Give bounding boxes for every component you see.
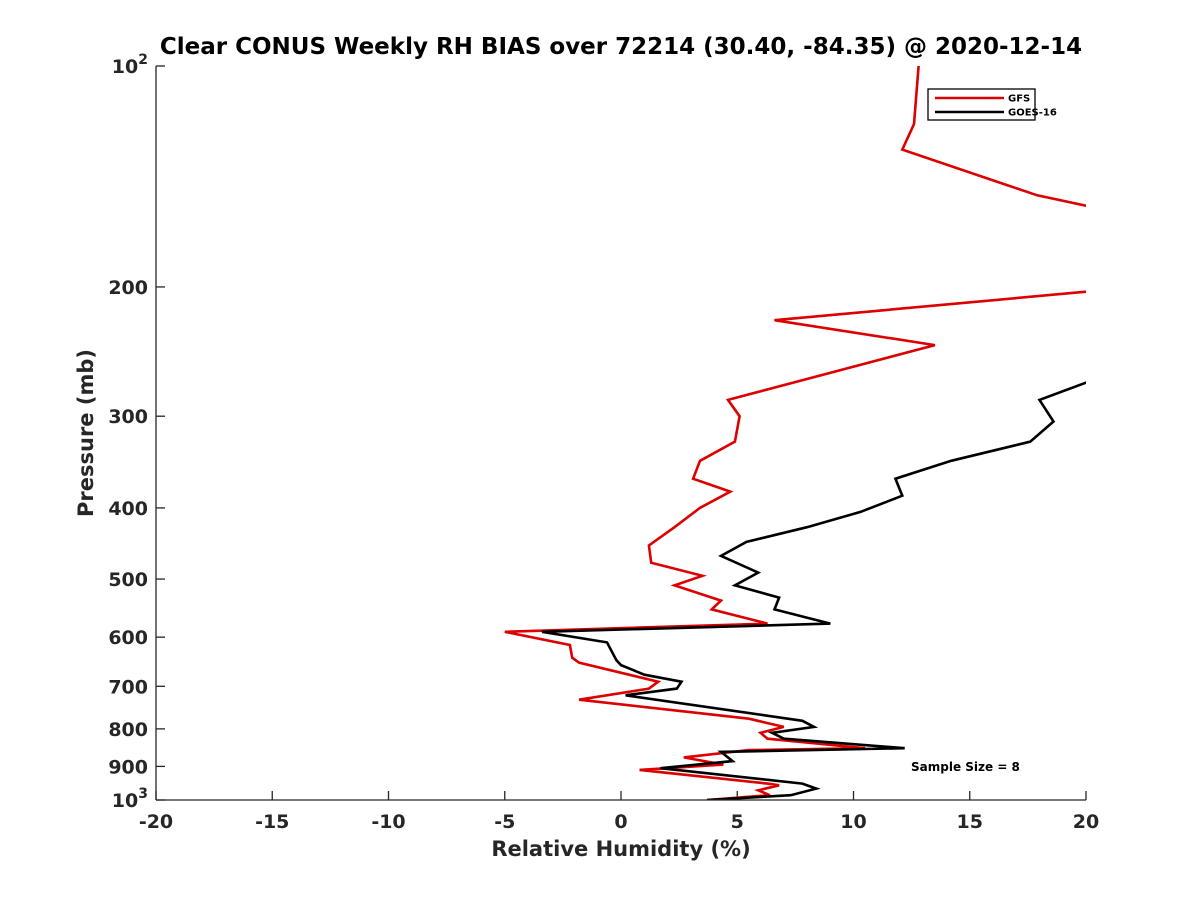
y-tick-label: 900	[108, 756, 148, 778]
x-axis-ticks: -20 -15 -10 -5 0 5 10 15 20	[139, 791, 1099, 833]
series-line-gfs	[504, 66, 1086, 800]
y-tick-value: 10	[112, 790, 138, 812]
y-tick-label: 102	[112, 52, 148, 78]
chart-title: Clear CONUS Weekly RH BIAS over 72214 (3…	[160, 34, 1082, 60]
y-tick-value: 200	[108, 277, 148, 299]
y-tick-label: 800	[108, 719, 148, 741]
y-tick-value: 700	[108, 676, 148, 698]
legend-box	[927, 88, 1036, 121]
sample-size-annotation: Sample Size = 8	[911, 760, 1020, 774]
x-axis-label: Relative Humidity (%)	[491, 837, 750, 861]
legend-label-goes-16: GOES-16	[1008, 108, 1057, 119]
y-tick-value: 500	[108, 569, 148, 591]
y-tick-exponent: 2	[138, 52, 148, 68]
y-tick-label: 500	[108, 569, 148, 591]
y-tick-value: 300	[108, 406, 148, 428]
x-tick-label: 15	[957, 811, 983, 833]
series-line-goes-16	[541, 381, 1086, 800]
y-tick-value: 900	[108, 756, 148, 778]
x-tick-label: 5	[731, 811, 744, 833]
x-tick-label: -10	[371, 811, 405, 833]
series-layer	[504, 66, 1086, 800]
y-tick-value: 400	[108, 498, 148, 520]
y-tick-label: 200	[108, 277, 148, 299]
legend: GFS GOES-16	[927, 88, 1057, 121]
y-tick-label: 400	[108, 498, 148, 520]
y-tick-value: 600	[108, 627, 148, 649]
legend-label-gfs: GFS	[1008, 94, 1030, 105]
x-tick-label: 10	[840, 811, 866, 833]
x-tick-label: 0	[614, 811, 627, 833]
y-tick-exponent: 3	[138, 786, 148, 802]
x-tick-label: -15	[255, 811, 289, 833]
y-tick-label: 600	[108, 627, 148, 649]
x-tick-label: 20	[1073, 811, 1099, 833]
y-axis-label: Pressure (mb)	[74, 349, 98, 517]
x-tick-label: -20	[139, 811, 173, 833]
y-tick-label: 300	[108, 406, 148, 428]
x-tick-label: -5	[494, 811, 515, 833]
y-tick-label: 103	[112, 786, 148, 812]
y-tick-value: 10	[112, 56, 138, 78]
y-tick-value: 800	[108, 719, 148, 741]
y-tick-label: 700	[108, 676, 148, 698]
